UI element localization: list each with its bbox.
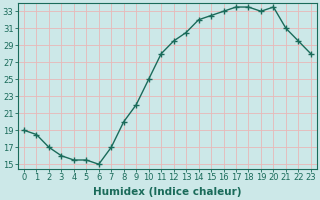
X-axis label: Humidex (Indice chaleur): Humidex (Indice chaleur) [93, 187, 242, 197]
